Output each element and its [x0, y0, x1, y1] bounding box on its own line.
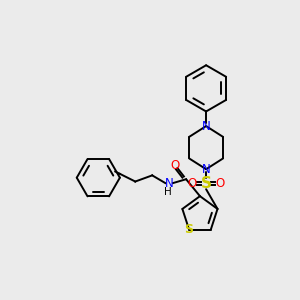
- Text: H: H: [164, 187, 172, 196]
- Text: N: N: [202, 120, 211, 133]
- Text: S: S: [201, 176, 212, 191]
- Text: N: N: [165, 177, 173, 190]
- Text: S: S: [184, 223, 194, 236]
- Text: O: O: [215, 177, 225, 190]
- Text: O: O: [188, 177, 197, 190]
- Text: O: O: [171, 159, 180, 172]
- Text: N: N: [202, 163, 211, 176]
